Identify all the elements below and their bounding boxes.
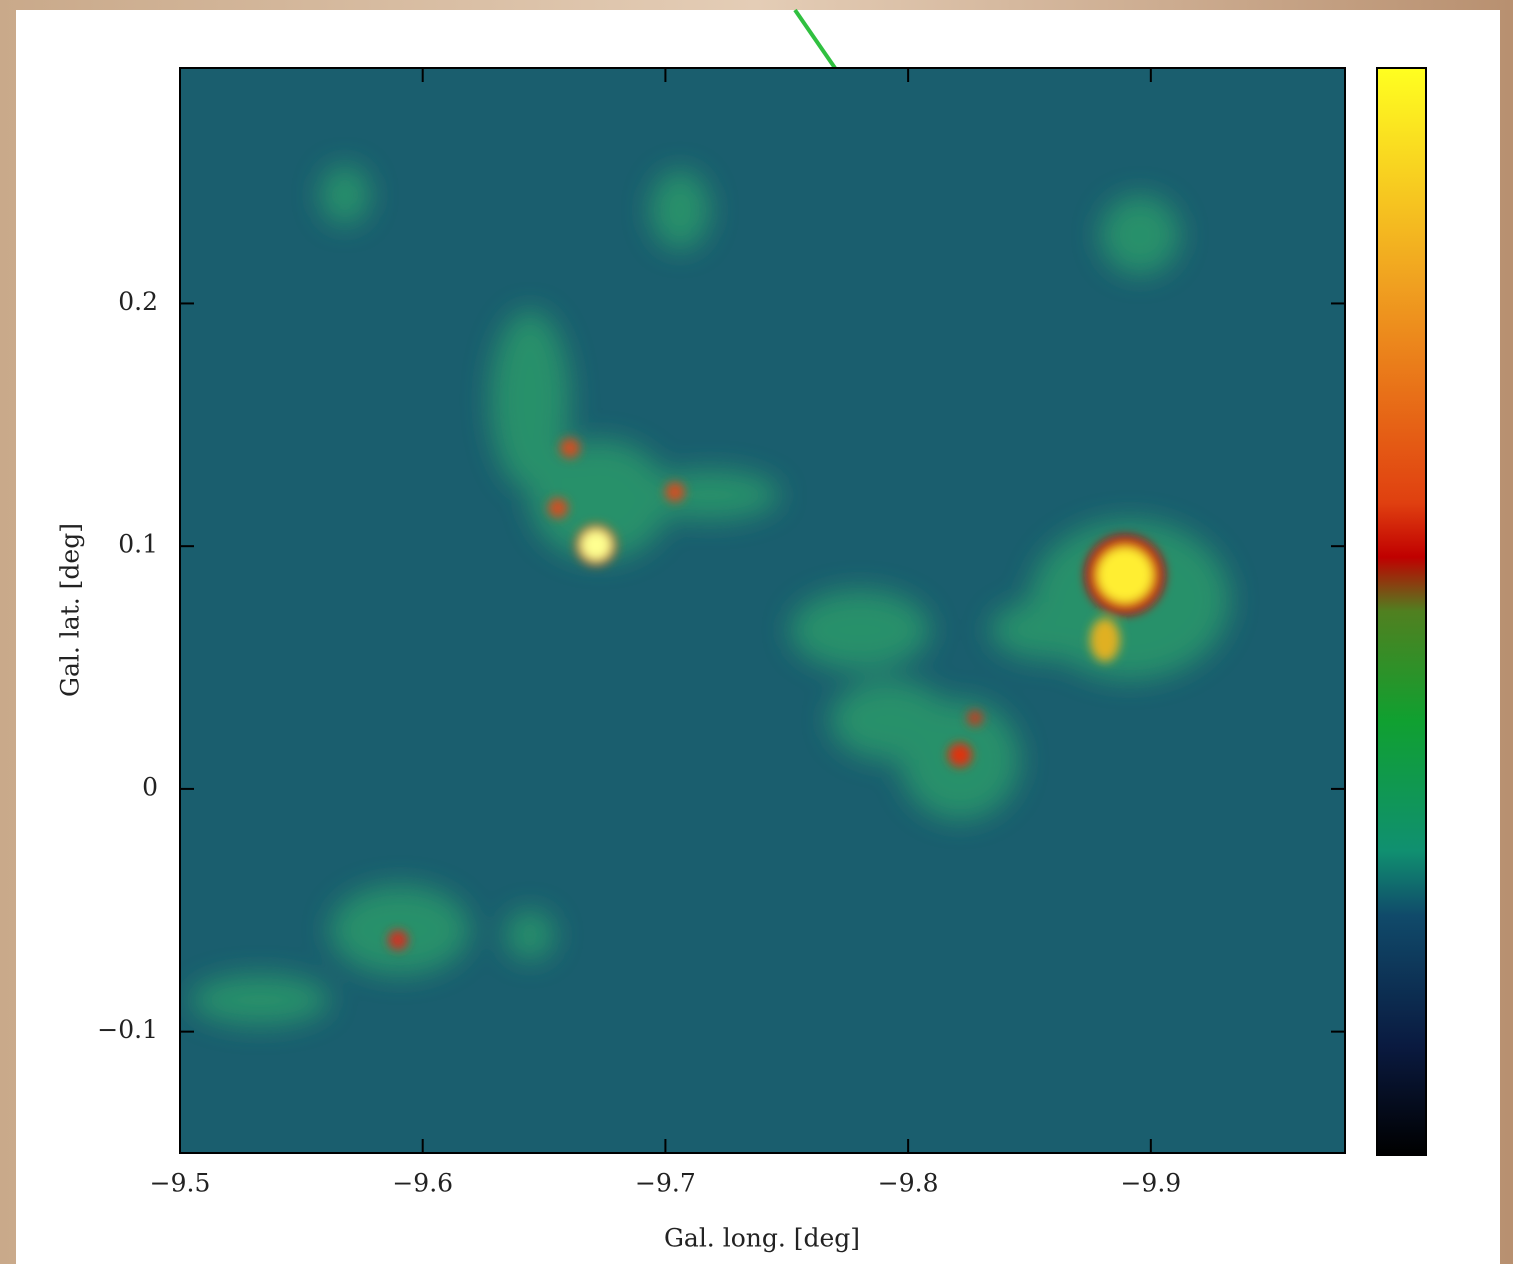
y-tick-label: 0 [142,772,158,801]
x-tick-label: −9.9 [1120,1169,1181,1198]
x-tick-label: −9.8 [878,1169,939,1198]
x-tick-label: −9.7 [635,1169,696,1198]
map [180,68,1345,1153]
x-tick-label: −9.5 [150,1169,211,1198]
y-axis-title: Gal. lat. [deg] [56,523,85,697]
y-tick-label: 0.1 [118,530,158,559]
chart: Gal. long. [deg] Gal. lat. [deg] −9.5 −9.… [0,0,1513,1264]
x-axis-title: Gal. long. [deg] [664,1224,860,1253]
y-tick-label: −0.1 [97,1015,158,1044]
page: Gal. long. [deg] Gal. lat. [deg] −9.5 −9.… [0,0,1513,1264]
colorbar [1377,68,1426,1155]
y-tick-label: 0.2 [118,287,158,316]
x-tick-label: −9.6 [392,1169,453,1198]
